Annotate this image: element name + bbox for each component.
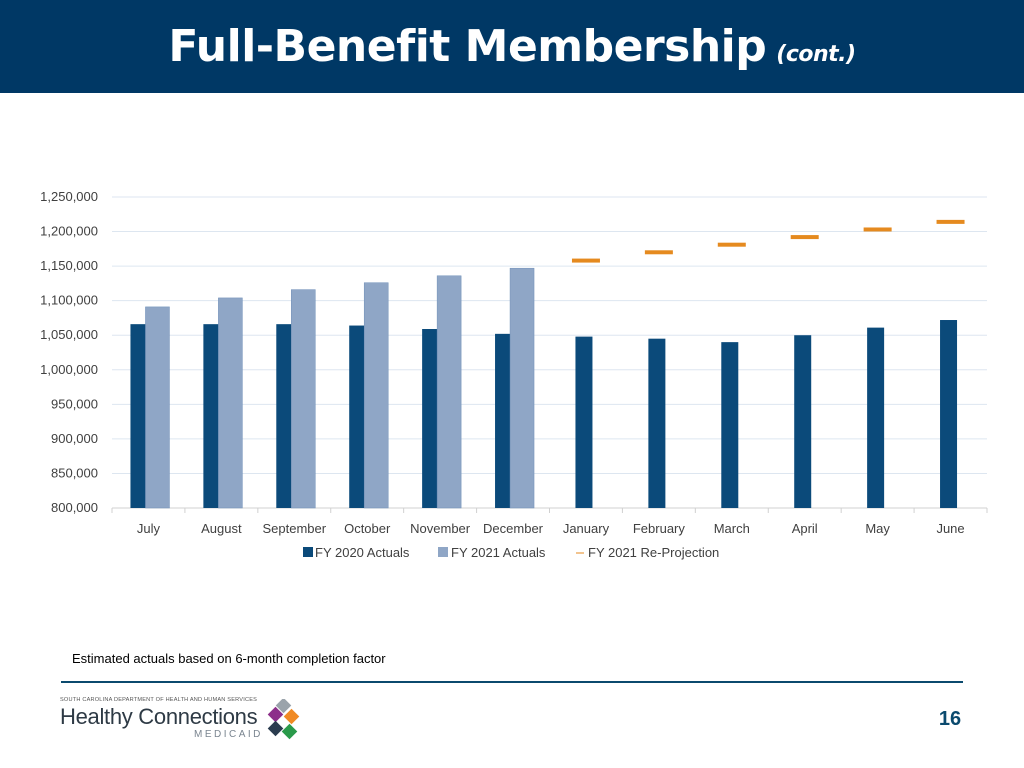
healthy-connections-logo: SOUTH CAROLINA DEPARTMENT OF HEALTH AND …	[60, 697, 320, 747]
legend-label-fy2020: FY 2020 Actuals	[315, 545, 410, 560]
legend-label-fy2021: FY 2021 Actuals	[451, 545, 546, 560]
marker-fy2021-projection	[717, 242, 746, 247]
title-suffix: (cont.)	[776, 42, 856, 67]
footnote: Estimated actuals based on 6-month compl…	[72, 651, 386, 666]
membership-chart: 800,000 850,000 900,000 950,000 1,000,000 1,0…	[40, 189, 988, 560]
marker-fy2021-projection	[571, 258, 600, 263]
y-tick-label: 1,200,000	[40, 224, 98, 239]
bar-fy2020	[130, 324, 148, 508]
x-tick-label: August	[201, 521, 242, 536]
x-tick-label: July	[137, 521, 161, 536]
marker-fy2021-projection	[790, 235, 819, 240]
logo-brand: Healthy Connections	[60, 704, 258, 729]
bar-fy2020	[648, 338, 666, 508]
bar-fy2020	[867, 327, 885, 508]
bar-fy2020	[940, 320, 958, 508]
marker-fy2021-projection	[863, 227, 892, 232]
bar-fy2021	[145, 306, 170, 509]
bar-fy2021	[218, 297, 243, 509]
bar-fy2020	[422, 329, 440, 508]
title-main: Full-Benefit Membership	[168, 21, 767, 72]
page-title: Full-Benefit Membership (cont.)	[0, 0, 1024, 93]
bar-fy2021	[363, 282, 389, 509]
bar-fy2020	[794, 335, 812, 508]
legend-swatch-fy2021	[438, 547, 448, 557]
marker-fy2021-projection	[644, 250, 673, 255]
bar-fy2020	[276, 324, 294, 508]
x-tick-label: January	[563, 521, 610, 536]
y-tick-label: 1,000,000	[40, 362, 98, 377]
bar-fy2020	[203, 324, 221, 508]
y-tick-label: 950,000	[51, 396, 98, 411]
x-tick-label: September	[262, 521, 326, 536]
y-tick-label: 1,050,000	[40, 327, 98, 342]
bar-fy2020	[495, 333, 513, 508]
logo-diamonds-icon	[267, 699, 300, 740]
legend-label-projection: FY 2021 Re-Projection	[588, 545, 719, 560]
page-number: 16	[938, 708, 962, 730]
y-tick-label: 850,000	[51, 465, 98, 480]
y-tick-label: 1,100,000	[40, 293, 98, 308]
x-tick-label: November	[410, 521, 471, 536]
marker-fy2021-projection	[936, 219, 965, 224]
y-tick-label: 900,000	[51, 431, 98, 446]
x-tick-label: May	[865, 521, 890, 536]
logo-department: SOUTH CAROLINA DEPARTMENT OF HEALTH AND …	[60, 697, 258, 703]
logo-brand-sub: MEDICAID	[194, 729, 263, 740]
x-tick-label: October	[344, 521, 391, 536]
bar-fy2021	[509, 267, 535, 509]
x-tick-label: March	[714, 521, 750, 536]
bar-fy2020	[575, 336, 593, 508]
y-tick-label: 1,150,000	[40, 258, 98, 273]
y-tick-label: 800,000	[51, 500, 98, 515]
x-tick-label: February	[633, 521, 686, 536]
footer-divider	[61, 681, 963, 683]
bar-fy2020	[349, 325, 367, 508]
x-tick-label: June	[936, 521, 964, 536]
bar-fy2021	[436, 275, 462, 509]
x-tick-label: December	[483, 521, 544, 536]
bar-fy2021	[291, 289, 316, 509]
y-tick-label: 1,250,000	[40, 189, 98, 204]
x-tick-label: April	[792, 521, 818, 536]
legend-swatch-fy2020	[303, 547, 313, 557]
bar-fy2020	[721, 342, 739, 508]
header-bar	[0, 0, 1024, 93]
